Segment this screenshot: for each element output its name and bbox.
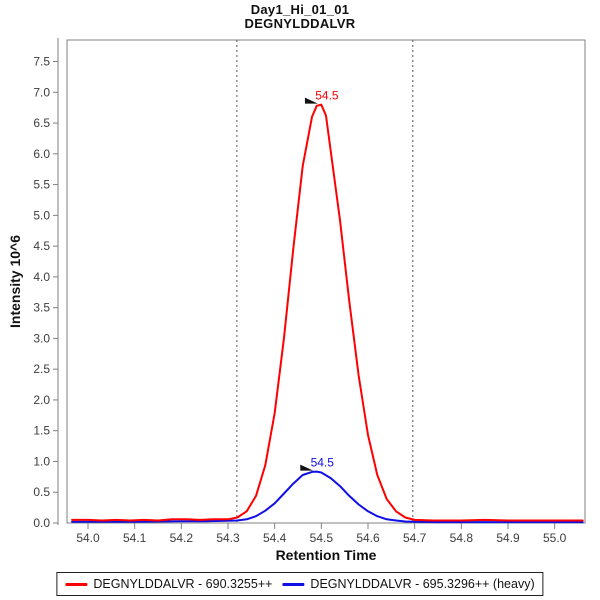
- x-tick-label: 54.3: [216, 531, 240, 545]
- x-tick-label: 54.9: [496, 531, 520, 545]
- plot-frame: [66, 39, 586, 524]
- y-tick-label: 0.5: [33, 485, 50, 499]
- legend-line-sample-red: [65, 582, 88, 586]
- chart-header: Day1_Hi_01_01 DEGNYLDDALVR: [0, 3, 600, 31]
- y-tick-label: 2.0: [33, 393, 50, 407]
- y-axis-title: Intensity 10^6: [7, 235, 23, 328]
- x-tick-label: 54.6: [356, 531, 380, 545]
- x-tick-label: 54.5: [310, 531, 334, 545]
- legend-label-heavy: DEGNYLDDALVR - 695.3296++ (heavy): [310, 577, 535, 591]
- x-axis-title: Retention Time: [276, 547, 377, 563]
- x-tick-label: 54.1: [123, 531, 147, 545]
- peak-apex-label: 54.5: [311, 456, 335, 470]
- peak-apex-pointer-icon: [304, 97, 318, 104]
- chromatogram-trace-light[interactable]: [71, 103, 584, 522]
- y-tick-label: 7.0: [33, 85, 50, 99]
- chromatogram-trace-heavy[interactable]: [71, 470, 584, 524]
- legend-item-light: DEGNYLDDALVR - 690.3255++: [65, 577, 272, 591]
- peak-apex-pointer-icon: [300, 464, 314, 471]
- x-tick-label: 54.0: [76, 531, 100, 545]
- y-tick-label: 4.5: [33, 239, 50, 253]
- y-tick-label: 7.5: [33, 55, 50, 69]
- y-tick-label: 6.5: [33, 116, 50, 130]
- x-tick-label: 55.0: [543, 531, 567, 545]
- legend-label-light: DEGNYLDDALVR - 690.3255++: [93, 577, 273, 591]
- y-tick-label: 5.0: [33, 208, 50, 222]
- y-tick-label: 2.5: [33, 362, 50, 376]
- legend-item-heavy: DEGNYLDDALVR - 695.3296++ (heavy): [282, 577, 535, 591]
- peak-apex-label: 54.5: [315, 89, 339, 103]
- x-tick-label: 54.8: [450, 531, 474, 545]
- y-tick-label: 3.0: [33, 331, 50, 345]
- y-tick-label: 0.0: [33, 516, 50, 530]
- x-tick-label: 54.7: [403, 531, 427, 545]
- legend-line-sample-blue: [282, 582, 305, 586]
- y-tick-label: 1.0: [33, 454, 50, 468]
- x-tick-label: 54.2: [170, 531, 194, 545]
- y-tick-label: 3.5: [33, 301, 50, 315]
- chart-subtitle: DEGNYLDDALVR: [244, 16, 356, 31]
- y-tick-label: 4.0: [33, 270, 50, 284]
- y-tick-label: 5.5: [33, 178, 50, 192]
- x-tick-label: 54.4: [263, 531, 287, 545]
- chart-title: Day1_Hi_01_01: [250, 2, 350, 17]
- legend: DEGNYLDDALVR - 690.3255++ DEGNYLDDALVR -…: [56, 572, 544, 596]
- y-tick-label: 1.5: [33, 424, 50, 438]
- y-tick-label: 6.0: [33, 147, 50, 161]
